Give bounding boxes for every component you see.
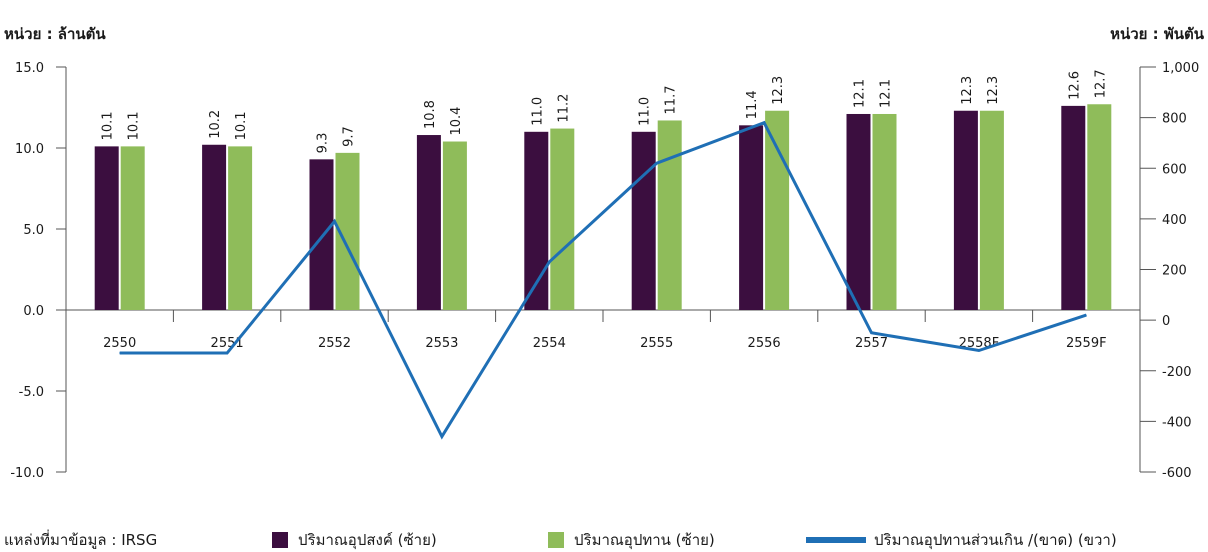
left-axis-tick-label: 10.0 xyxy=(15,142,44,157)
bar-demand xyxy=(953,110,978,311)
right-axis-unit: หน่วย : พันตัน xyxy=(1110,25,1204,43)
surplus-point xyxy=(656,162,658,164)
legend-swatch-demand xyxy=(272,532,288,548)
x-axis-category-label: 2556 xyxy=(748,336,781,351)
left-axis-tick-label: 0.0 xyxy=(23,304,44,319)
surplus-point xyxy=(334,220,335,222)
chart-canvas: 15.0 10.0 5.0 0.0 -5.0 -10.0 1,000 800 600 400 200… xyxy=(10,61,1199,481)
bar-supply xyxy=(120,146,145,310)
x-axis-category-label: 2552 xyxy=(318,336,351,351)
right-axis-tick-label: 600 xyxy=(1162,162,1187,177)
bar-value-label: 12.3 xyxy=(771,76,786,105)
bar-supply xyxy=(872,113,897,310)
bar-value-label: 10.8 xyxy=(423,100,438,129)
legend-item-supply: ปริมาณอุปทาน (ซ้าย) xyxy=(548,528,715,552)
bar-demand xyxy=(846,113,871,310)
x-axis-category-label: 2550 xyxy=(103,336,136,351)
bar-supply xyxy=(550,128,575,310)
bar-supply xyxy=(1087,104,1112,310)
bar-value-label: 11.0 xyxy=(638,97,653,126)
legend-item-demand: ปริมาณอุปสงค์ (ซ้าย) xyxy=(272,528,437,552)
right-axis-tick-label: 200 xyxy=(1162,264,1187,279)
bar-supply xyxy=(442,141,467,310)
bar-value-label: 12.6 xyxy=(1067,71,1082,100)
bar-value-label: 10.1 xyxy=(127,111,142,140)
legend-swatch-surplus xyxy=(806,537,866,543)
source-note: แหล่งที่มาข้อมูล : IRSG xyxy=(4,531,158,549)
bar-value-label: 12.3 xyxy=(960,76,975,105)
legend-label-demand: ปริมาณอุปสงค์ (ซ้าย) xyxy=(298,531,437,549)
surplus-point xyxy=(1085,314,1087,316)
surplus-point xyxy=(226,352,228,354)
bar-value-label: 10.4 xyxy=(449,107,464,136)
right-axis-tick-label: 0 xyxy=(1162,314,1170,329)
bar-value-label: 12.1 xyxy=(879,79,894,108)
x-axis-category-label: 2554 xyxy=(533,336,566,351)
bar-supply xyxy=(657,120,682,311)
legend: แหล่งที่มาข้อมูล : IRSG ปริมาณอุปสงค์ (ซ… xyxy=(0,528,1208,549)
x-axis-category-label: 2559F xyxy=(1066,336,1107,351)
left-axis-tick-label: 5.0 xyxy=(23,223,44,238)
bar-value-label: 12.7 xyxy=(1093,69,1108,98)
bar-supply xyxy=(765,110,790,311)
legend-swatch-supply xyxy=(548,532,564,548)
left-axis-unit: หน่วย : ล้านตัน xyxy=(4,25,106,43)
right-axis-tick-label: 1,000 xyxy=(1162,61,1199,76)
x-axis-category-label: 2553 xyxy=(425,336,458,351)
bar-demand xyxy=(94,146,119,310)
surplus-point xyxy=(441,436,443,438)
left-axis-tick-label: -10.0 xyxy=(10,466,44,481)
bar-value-label: 12.3 xyxy=(986,76,1001,105)
bar-value-label: 9.3 xyxy=(316,133,331,154)
bar-value-label: 11.4 xyxy=(745,90,760,119)
x-axis-category-label: 2551 xyxy=(211,336,244,351)
bar-value-label: 12.1 xyxy=(853,79,868,108)
right-axis-tick-label: -600 xyxy=(1162,466,1192,481)
bar-supply xyxy=(228,146,253,310)
surplus-point xyxy=(763,122,765,124)
bar-value-label: 11.2 xyxy=(556,94,571,123)
bar-demand xyxy=(309,159,334,310)
bar-demand xyxy=(1061,105,1086,310)
right-axis-tick-label: 400 xyxy=(1162,213,1187,228)
right-axis-tick-label: -200 xyxy=(1162,365,1192,380)
surplus-point xyxy=(871,332,872,334)
bar-demand xyxy=(202,144,227,310)
bar-demand xyxy=(416,135,441,310)
bar-value-label: 11.7 xyxy=(664,86,679,115)
bar-value-label: 11.0 xyxy=(530,97,545,126)
surplus-point xyxy=(978,350,980,351)
legend-item-surplus: ปริมาณอุปทานส่วนเกิน /(ขาด) (ขวา) xyxy=(806,528,1117,552)
surplus-point xyxy=(548,261,550,263)
surplus-line xyxy=(119,120,1087,440)
x-axis-category-label: 2555 xyxy=(640,336,673,351)
bar-demand xyxy=(739,125,764,310)
bar-value-label: 9.7 xyxy=(342,126,357,147)
bar-value-label: 10.2 xyxy=(208,110,223,139)
bar-supply xyxy=(979,110,1004,311)
x-axis-category-label: 2557 xyxy=(855,336,888,351)
right-axis-tick-label: -400 xyxy=(1162,415,1192,430)
bar-value-label: 10.1 xyxy=(101,111,116,140)
legend-label-surplus: ปริมาณอุปทานส่วนเกิน /(ขาด) (ขวา) xyxy=(874,531,1117,549)
left-axis-tick-label: -5.0 xyxy=(19,385,44,400)
legend-label-supply: ปริมาณอุปทาน (ซ้าย) xyxy=(574,531,715,549)
surplus-point xyxy=(119,352,121,354)
left-axis-tick-label: 15.0 xyxy=(15,61,44,76)
right-axis-tick-label: 800 xyxy=(1162,112,1187,127)
bar-demand xyxy=(631,131,656,310)
bar-value-label: 10.1 xyxy=(234,111,249,140)
